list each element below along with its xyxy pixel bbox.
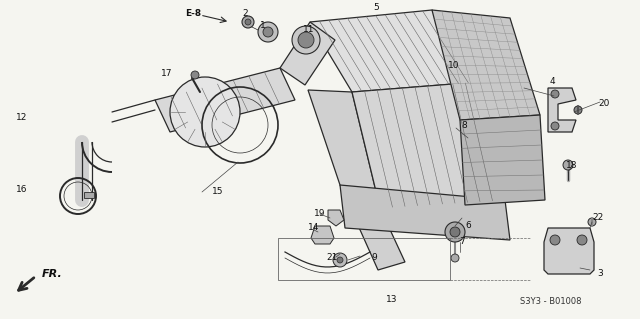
- Text: 13: 13: [387, 295, 397, 305]
- Circle shape: [191, 71, 199, 79]
- Polygon shape: [310, 10, 478, 92]
- Circle shape: [574, 106, 582, 114]
- Text: 22: 22: [593, 213, 604, 222]
- Text: 17: 17: [161, 70, 173, 78]
- Text: E-8: E-8: [185, 10, 201, 19]
- Text: 4: 4: [549, 78, 555, 86]
- Polygon shape: [460, 115, 545, 205]
- Polygon shape: [155, 68, 295, 132]
- Text: 1: 1: [260, 20, 266, 29]
- Circle shape: [563, 160, 573, 170]
- Text: 16: 16: [16, 186, 28, 195]
- Circle shape: [551, 90, 559, 98]
- Bar: [84, 192, 94, 198]
- Polygon shape: [544, 228, 594, 274]
- Circle shape: [292, 26, 320, 54]
- Text: 6: 6: [465, 221, 471, 231]
- Polygon shape: [280, 22, 335, 85]
- Circle shape: [551, 122, 559, 130]
- Text: 15: 15: [212, 188, 224, 197]
- Text: 7: 7: [459, 238, 465, 247]
- Text: 21: 21: [326, 254, 338, 263]
- Circle shape: [170, 77, 240, 147]
- Circle shape: [450, 227, 460, 237]
- Text: 12: 12: [16, 114, 28, 122]
- Circle shape: [577, 235, 587, 245]
- Circle shape: [550, 235, 560, 245]
- Text: S3Y3 - B01008: S3Y3 - B01008: [520, 298, 582, 307]
- Polygon shape: [432, 10, 540, 120]
- Circle shape: [588, 218, 596, 226]
- Polygon shape: [352, 82, 505, 208]
- Circle shape: [242, 16, 254, 28]
- Polygon shape: [311, 226, 334, 244]
- Polygon shape: [340, 185, 510, 240]
- Text: 9: 9: [371, 253, 377, 262]
- Circle shape: [258, 22, 278, 42]
- Circle shape: [445, 222, 465, 242]
- Circle shape: [451, 254, 459, 262]
- Text: 19: 19: [314, 210, 326, 219]
- Text: 10: 10: [448, 62, 460, 70]
- Text: FR.: FR.: [42, 269, 63, 279]
- Polygon shape: [328, 210, 344, 226]
- Circle shape: [263, 27, 273, 37]
- Circle shape: [337, 257, 343, 263]
- Text: 5: 5: [373, 4, 379, 12]
- Text: 8: 8: [461, 121, 467, 130]
- Circle shape: [245, 19, 251, 25]
- Text: 14: 14: [308, 224, 320, 233]
- Circle shape: [298, 32, 314, 48]
- Text: 18: 18: [566, 161, 578, 170]
- Text: 3: 3: [597, 270, 603, 278]
- Circle shape: [333, 253, 347, 267]
- Polygon shape: [308, 90, 405, 270]
- Text: 2: 2: [242, 9, 248, 18]
- Text: 11: 11: [303, 26, 315, 34]
- Text: 20: 20: [598, 100, 610, 108]
- Polygon shape: [548, 88, 576, 132]
